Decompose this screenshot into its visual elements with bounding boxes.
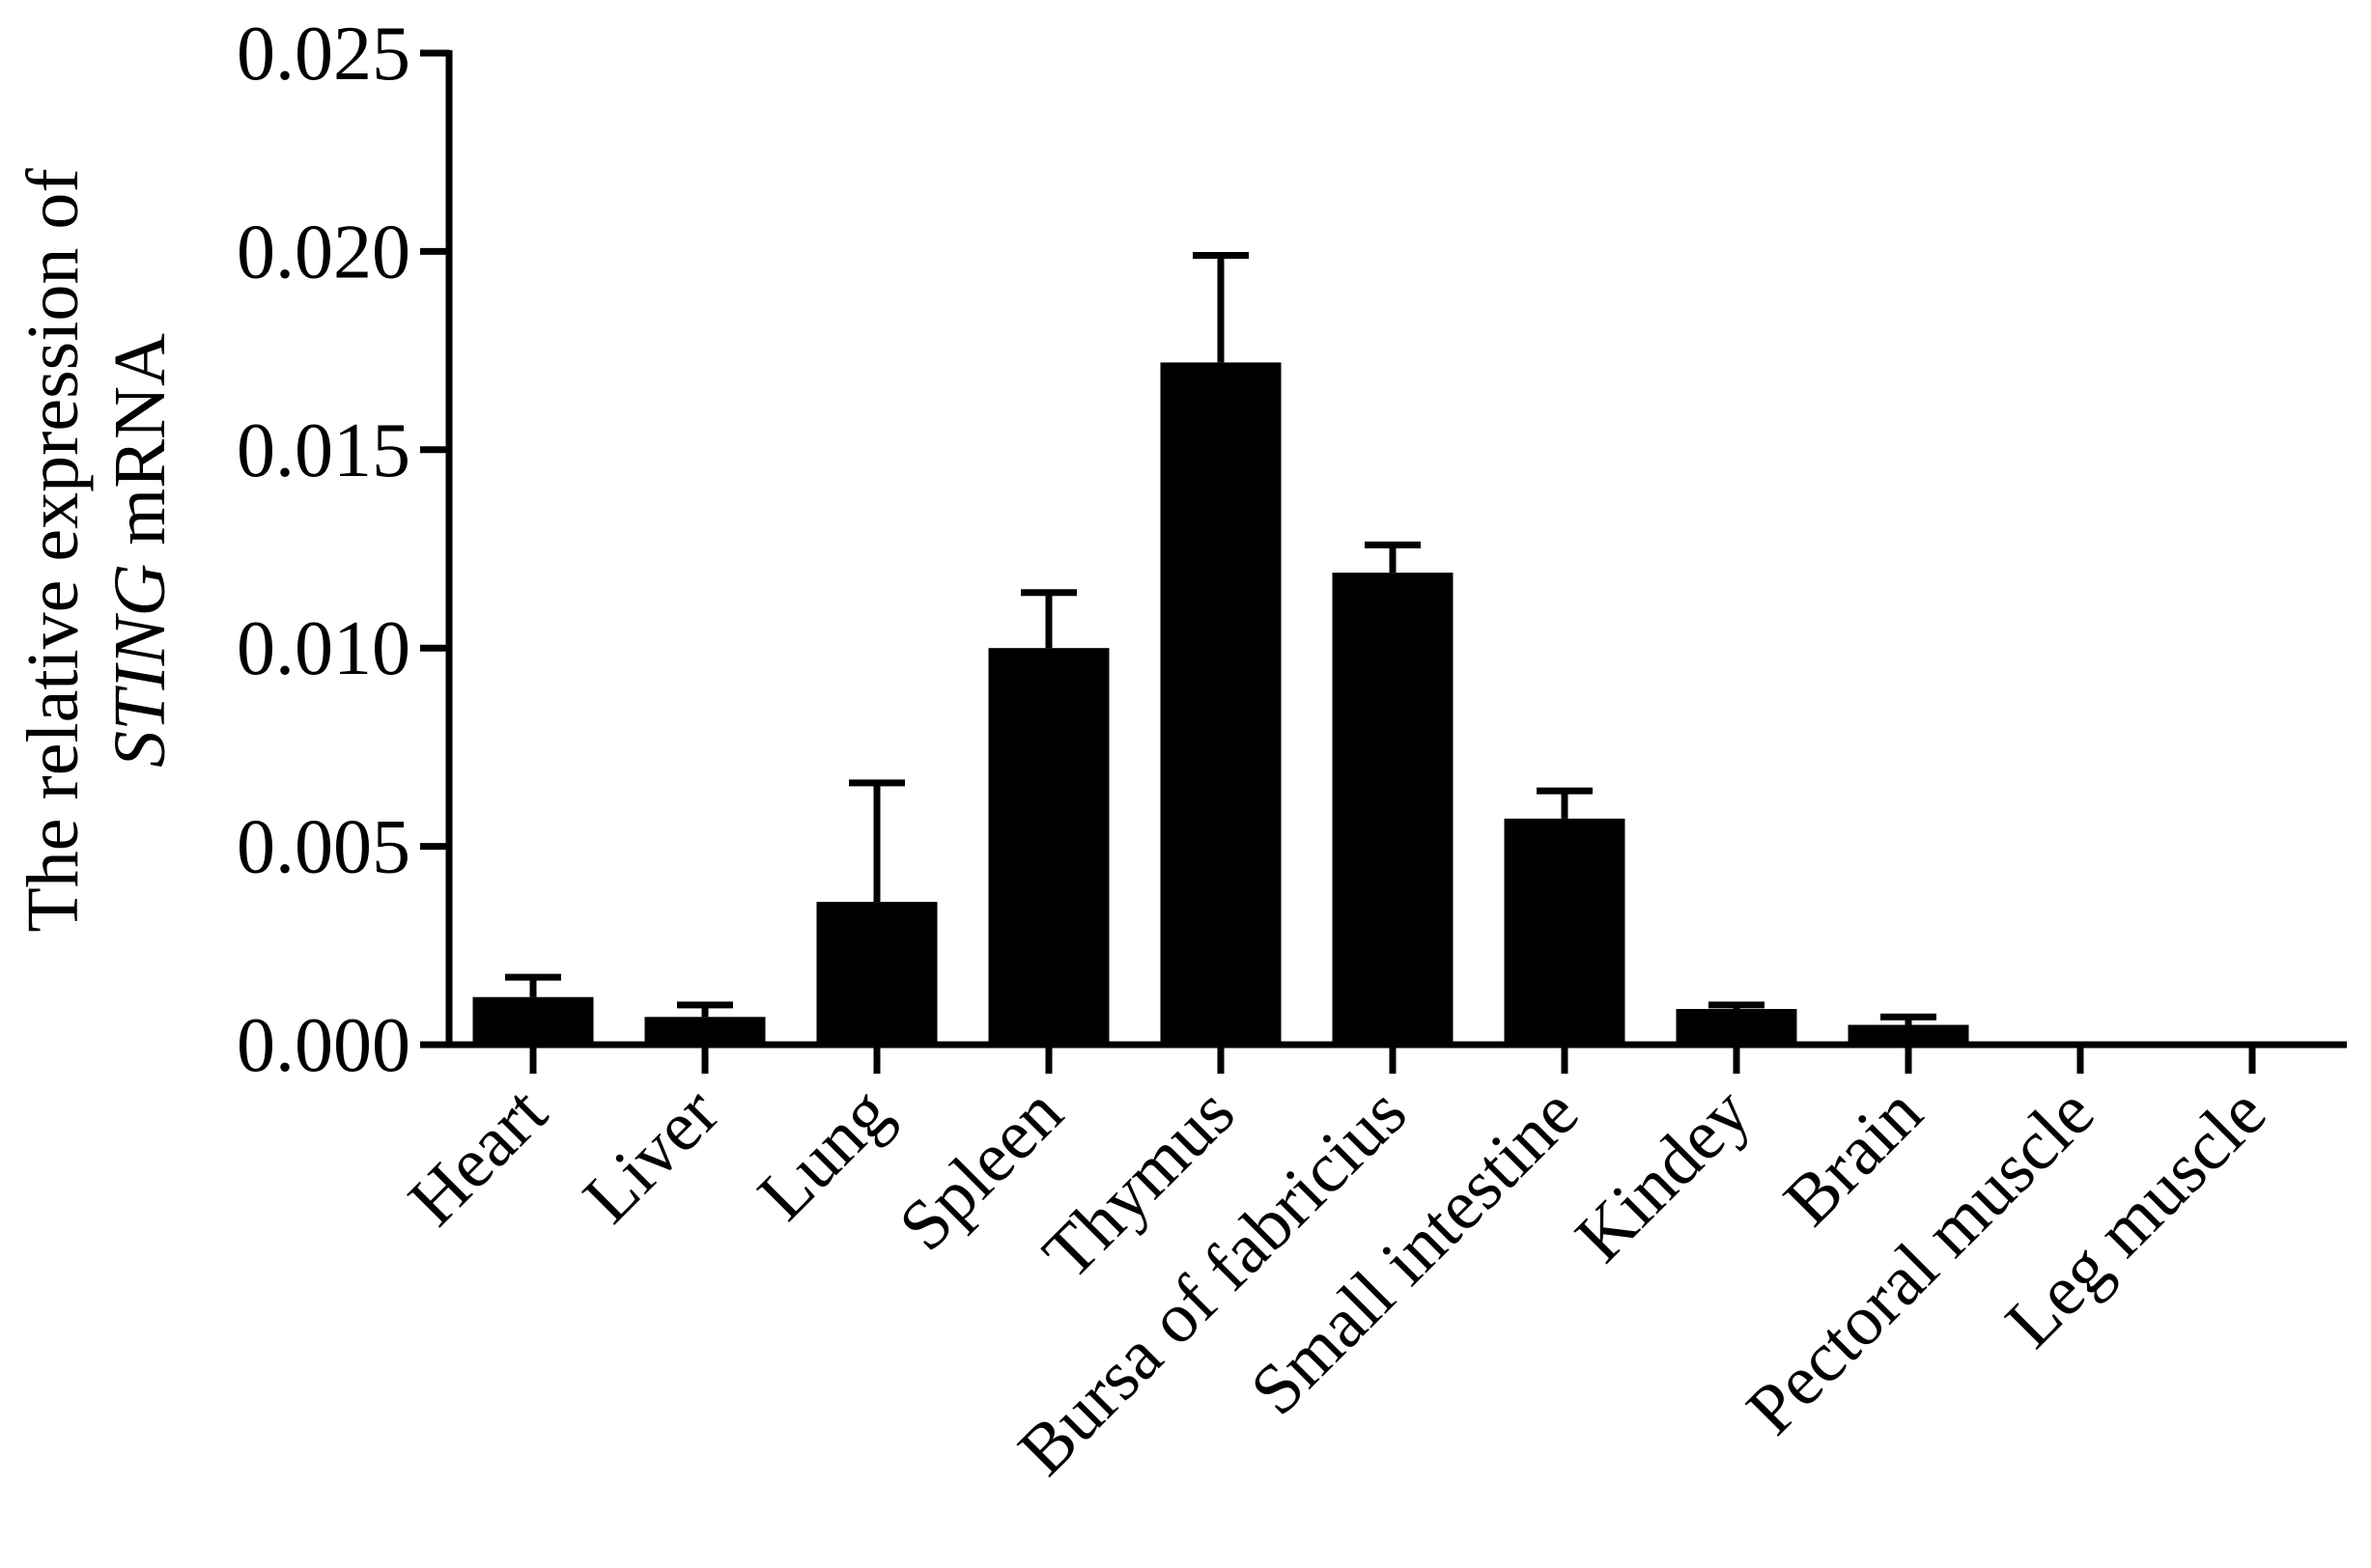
bar-small-intestine xyxy=(1504,818,1625,1045)
bar-liver xyxy=(644,1017,766,1045)
error-bar-small-intestine xyxy=(1537,787,1593,819)
x-label-lung: Lung xyxy=(744,1073,906,1235)
y-axis-title-gene: STING xyxy=(99,564,181,768)
error-bars xyxy=(505,252,1936,1025)
y-tick-label: 0.005 xyxy=(237,805,410,890)
y-tick-label: 0.010 xyxy=(237,606,410,691)
svg-text:STING mRNA: STING mRNA xyxy=(99,333,181,768)
bar-brain xyxy=(1848,1024,1969,1045)
error-bar-kindey xyxy=(1708,1001,1764,1010)
bars xyxy=(472,362,2313,1045)
error-bar-heart xyxy=(505,973,561,997)
error-bar-liver xyxy=(677,1001,733,1018)
svg-text:The relative expression of: The relative expression of xyxy=(13,168,94,933)
y-axis-title-line1: The relative expression of xyxy=(13,168,94,933)
bar-lung xyxy=(816,902,938,1045)
y-axis-title-unit: mRNA xyxy=(99,333,181,564)
bar-thymus xyxy=(1160,362,1282,1045)
bar-spleen xyxy=(988,648,1110,1045)
y-tick-label: 0.025 xyxy=(237,12,410,97)
error-bar-thymus xyxy=(1193,252,1249,363)
bar-kindey xyxy=(1676,1009,1797,1045)
error-bar-brain xyxy=(1880,1013,1936,1025)
y-tick-label: 0.015 xyxy=(237,408,410,493)
y-tick-label: 0.000 xyxy=(237,1003,410,1088)
x-label-liver: Liver xyxy=(569,1073,734,1238)
error-bar-lung xyxy=(849,779,905,903)
bar-heart xyxy=(472,996,594,1045)
y-axis-ticks: 0.000 0.005 0.010 0.015 0.020 0.025 xyxy=(237,12,449,1088)
y-tick-label: 0.020 xyxy=(237,210,410,294)
axes xyxy=(445,50,2347,1074)
error-bar-bursa-of-fabricius xyxy=(1365,541,1421,574)
error-bar-spleen xyxy=(1021,589,1077,649)
bar-bursa-of-fabricius xyxy=(1332,573,1454,1045)
y-axis-title: The relative expression of STING mRNA xyxy=(13,168,181,933)
x-label-heart: Heart xyxy=(394,1073,562,1241)
x-label-kindey: Kindey xyxy=(1561,1073,1765,1277)
